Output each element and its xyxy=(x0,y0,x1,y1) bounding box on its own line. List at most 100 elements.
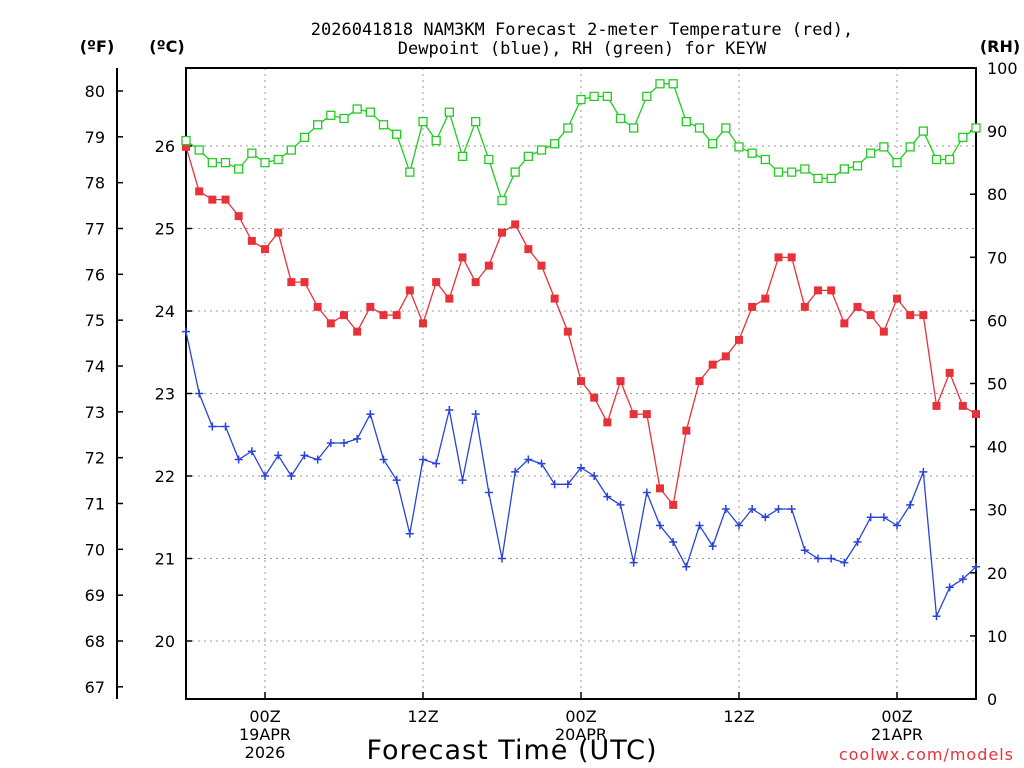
dewpoint-point-18 xyxy=(419,455,427,464)
temperature-point-31 xyxy=(590,393,599,402)
temperature-point-15 xyxy=(379,311,388,320)
fahrenheit-tick-label-74: 74 xyxy=(85,357,105,376)
dewpoint-point-58 xyxy=(945,583,954,592)
x-axis-title: Forecast Time (UTC) xyxy=(366,735,657,766)
rh-point-19 xyxy=(431,135,441,146)
dewpoint-point-0 xyxy=(182,327,190,336)
dewpoint-point-26 xyxy=(524,455,533,464)
rh-point-48 xyxy=(813,173,823,184)
rh-point-11 xyxy=(326,110,336,120)
rh-point-21 xyxy=(457,151,468,161)
rh-point-31 xyxy=(589,91,599,102)
rh-point-57 xyxy=(931,154,942,165)
axis-ticks: 20 21 22 23 24 25 26 67 68 69 70 71 72 73 74 75 76 77 78 79… xyxy=(85,59,1018,762)
temperature-point-32 xyxy=(603,418,612,427)
dewpoint-point-5 xyxy=(247,447,256,456)
rh-point-23 xyxy=(484,154,494,165)
fahrenheit-tick-label-76: 76 xyxy=(85,265,105,284)
dewpoint-point-29 xyxy=(563,480,572,489)
dewpoint-point-25 xyxy=(511,467,520,476)
dewpoint-point-46 xyxy=(787,505,796,513)
temperature-point-40 xyxy=(708,360,717,369)
rh-point-45 xyxy=(773,167,784,177)
dewpoint-point-13 xyxy=(353,434,362,443)
chart-title-line-2: Dewpoint (blue), RH (green) for KEYW xyxy=(398,39,767,59)
celsius-tick-label-25: 25 xyxy=(155,220,175,239)
rh-tick-label-0: 0 xyxy=(987,690,997,709)
dewpoint-point-54 xyxy=(893,521,901,530)
rh-tick-label-10: 10 xyxy=(987,627,1007,646)
x-tick-label-0-2: 2026 xyxy=(245,743,286,762)
rh-point-20 xyxy=(444,107,454,117)
dewpoint-point-52 xyxy=(866,513,875,522)
dewpoint-point-33 xyxy=(616,500,625,509)
temperature-point-11 xyxy=(326,319,335,328)
dewpoint-point-44 xyxy=(761,513,770,522)
temperature-point-23 xyxy=(484,261,493,270)
dewpoint-point-34 xyxy=(629,558,638,567)
rh-point-18 xyxy=(418,116,428,127)
x-tick-label-0-0: 00Z xyxy=(249,707,280,726)
temperature-point-57 xyxy=(932,401,941,410)
rh-point-26 xyxy=(523,151,533,161)
temperature-point-30 xyxy=(577,377,585,386)
temperature-point-21 xyxy=(458,253,467,262)
rh-tick-label-20: 20 xyxy=(987,564,1007,583)
dewpoint-point-15 xyxy=(379,455,388,464)
x-tick-label-0-1: 19APR xyxy=(239,725,291,744)
rh-tick-label-100: 100 xyxy=(987,59,1018,78)
dewpoint-point-21 xyxy=(458,476,467,485)
rh-point-25 xyxy=(510,167,520,177)
fahrenheit-tick-label-73: 73 xyxy=(85,403,105,422)
temperature-point-47 xyxy=(800,302,809,311)
temperature-point-16 xyxy=(392,311,401,320)
dewpoint-point-50 xyxy=(840,558,849,567)
dewpoint-point-51 xyxy=(853,538,862,546)
fahrenheit-unit-label: (ºF) xyxy=(80,37,115,56)
fahrenheit-tick-label-78: 78 xyxy=(85,174,105,193)
temperature-point-5 xyxy=(247,236,256,245)
rh-point-55 xyxy=(905,142,915,152)
temperature-point-29 xyxy=(563,327,572,336)
rh-point-3 xyxy=(220,157,231,168)
rh-point-37 xyxy=(668,79,678,89)
temperature-point-58 xyxy=(945,368,954,377)
dewpoint-point-41 xyxy=(721,505,730,513)
dewpoint-point-23 xyxy=(484,488,493,497)
rh-point-32 xyxy=(602,91,612,102)
x-tick-label-3-0: 12Z xyxy=(723,707,754,726)
rh-point-16 xyxy=(392,129,402,139)
temperature-point-53 xyxy=(879,327,888,336)
dewpoint-point-45 xyxy=(774,505,783,513)
dewpoint-point-55 xyxy=(906,500,915,509)
temperature-point-1 xyxy=(195,187,204,196)
dewpoint-point-11 xyxy=(326,439,335,447)
rh-point-35 xyxy=(642,91,652,102)
dewpoint-point-19 xyxy=(432,459,441,468)
dewpoint-point-8 xyxy=(287,472,296,480)
rh-point-52 xyxy=(866,148,876,158)
dewpoint-point-22 xyxy=(471,410,480,419)
chart-title-line-1: 2026041818 NAM3KM Forecast 2-meter Tempe… xyxy=(311,20,853,40)
rh-point-5 xyxy=(247,148,257,158)
dewpoint-point-47 xyxy=(800,546,809,555)
temperature-point-50 xyxy=(840,319,849,328)
rh-point-49 xyxy=(826,173,836,184)
rh-point-50 xyxy=(839,164,849,174)
dewpoint-point-2 xyxy=(208,422,217,431)
dewpoint-point-32 xyxy=(603,492,612,501)
rh-point-40 xyxy=(708,139,718,149)
rh-point-6 xyxy=(260,157,270,168)
celsius-tick-label-21: 21 xyxy=(155,550,175,569)
temperature-point-59 xyxy=(958,401,967,410)
rh-point-38 xyxy=(681,116,691,127)
temperature-point-33 xyxy=(616,377,625,386)
dewpoint-point-49 xyxy=(827,554,836,563)
rh-point-33 xyxy=(615,113,626,124)
dewpoint-point-12 xyxy=(340,439,348,447)
rh-point-36 xyxy=(655,79,665,89)
rh-point-34 xyxy=(629,123,639,133)
temperature-point-25 xyxy=(511,220,520,229)
dewpoint-point-56 xyxy=(919,467,928,476)
dewpoint-point-35 xyxy=(642,488,651,497)
